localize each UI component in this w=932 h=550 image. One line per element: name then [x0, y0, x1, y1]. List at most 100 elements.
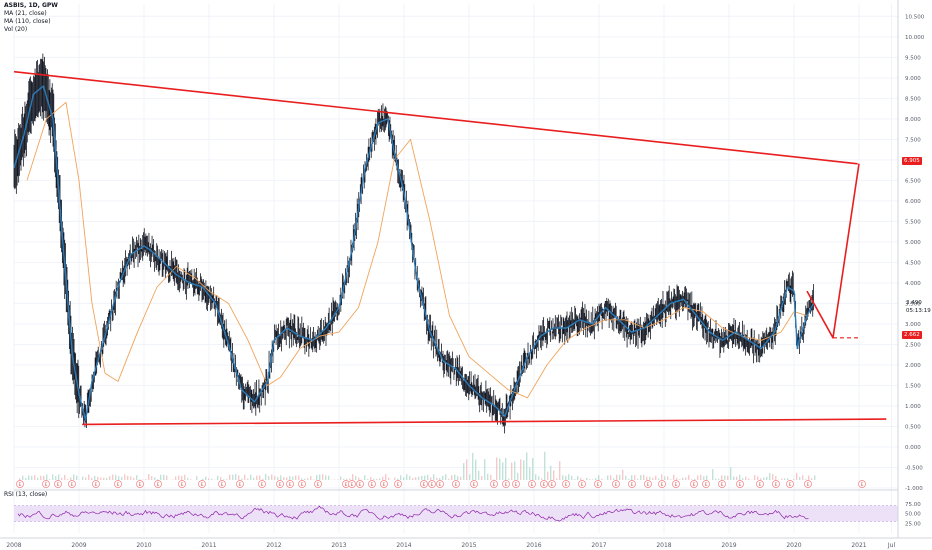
volume-bar: [40, 475, 42, 480]
earnings-icon-label: E: [371, 482, 374, 488]
earnings-icon-label: E: [473, 482, 476, 488]
volume-bar: [481, 476, 483, 480]
volume-bar: [601, 478, 603, 480]
rsi-tick-label: 75.00: [905, 502, 921, 508]
earnings-icon-label: E: [359, 482, 362, 488]
x-tick-label: 2008: [6, 542, 21, 549]
volume-bar: [529, 467, 531, 480]
volume-bar: [232, 474, 234, 480]
volume-bar: [217, 475, 219, 480]
volume-bar: [511, 462, 513, 480]
earnings-icon-label: E: [759, 482, 762, 488]
earnings-icon: [772, 480, 780, 488]
x-tick-label: 2021: [851, 542, 866, 549]
volume-bar: [244, 474, 246, 480]
volume-bar: [58, 474, 60, 480]
volume-bar: [73, 474, 75, 480]
volume-bar: [187, 477, 189, 480]
volume-bar: [487, 473, 489, 480]
volume-bar: [322, 474, 324, 480]
volume-bar: [31, 475, 33, 480]
y-tick-label: 2.000: [905, 363, 921, 369]
earnings-icon: [528, 480, 536, 488]
volume-bar: [298, 475, 300, 480]
volume-bar: [478, 470, 480, 480]
y-tick-label: 4.500: [905, 260, 921, 266]
volume-bar: [259, 475, 261, 480]
earnings-icon-label: E: [739, 482, 742, 488]
volume-bar: [181, 475, 183, 480]
volume-bar: [694, 478, 696, 480]
earnings-icon: [178, 480, 186, 488]
volume-bar: [397, 478, 399, 480]
volume-bar: [664, 476, 666, 480]
volume-bar: [598, 475, 600, 480]
earnings-icon: [436, 480, 444, 488]
volume-bar: [802, 475, 804, 480]
volume-bar: [418, 476, 420, 480]
volume-bar: [421, 476, 423, 480]
volume-bar: [427, 474, 429, 480]
volume-bar: [766, 476, 768, 480]
volume-bar: [115, 474, 117, 480]
earnings-icon-label: E: [351, 482, 354, 488]
volume-bar: [385, 474, 387, 480]
earnings-icon-label: E: [45, 482, 48, 488]
last-price-tag: 3.490: [906, 300, 922, 306]
volume-bar: [124, 474, 126, 480]
volume-bar: [616, 474, 618, 480]
volume-bar: [175, 476, 177, 480]
earnings-icon: [348, 480, 356, 488]
earnings-icon-label: E: [505, 482, 508, 488]
volume-bar: [382, 476, 384, 480]
y-tick-label: 8.000: [905, 117, 921, 123]
volume-bar: [439, 477, 441, 480]
volume-bar: [34, 475, 36, 480]
volume-bar: [121, 476, 123, 480]
volume-bar: [619, 474, 621, 480]
volume-bars: [16, 451, 816, 480]
volume-bar: [166, 475, 168, 480]
volume-bar: [379, 478, 381, 480]
earnings-icon: [502, 480, 510, 488]
volume-bar: [787, 478, 789, 480]
volume-bar: [655, 475, 657, 480]
volume-bar: [97, 476, 99, 480]
volume-bar: [676, 477, 678, 480]
y-tick-label: 9.500: [905, 55, 921, 61]
volume-bar: [754, 474, 756, 480]
bar-countdown: 05:13:19: [906, 308, 931, 314]
volume-bar: [454, 474, 456, 480]
volume-bar: [64, 474, 66, 480]
earnings-icon: [702, 480, 710, 488]
volume-bar: [196, 476, 198, 480]
rsi-pane: [14, 505, 898, 522]
volume-bar: [49, 479, 51, 480]
volume-bar: [643, 474, 645, 480]
earnings-icon: [594, 480, 602, 488]
rsi-line: [17, 505, 809, 522]
volume-bar: [229, 474, 231, 480]
volume-bar: [622, 469, 624, 480]
volume-bar: [289, 476, 291, 480]
y-tick-label: 0.000: [905, 445, 921, 451]
projection-line: [806, 163, 860, 339]
volume-bar: [706, 475, 708, 480]
volume-bar: [91, 477, 93, 480]
earnings-icon: [490, 480, 498, 488]
earnings-icon: [718, 480, 726, 488]
x-tick-label: 2020: [786, 542, 801, 549]
y-tick-label: 2.500: [905, 342, 921, 348]
volume-bar: [253, 477, 255, 480]
volume-bar: [349, 478, 351, 480]
volume-bar: [535, 474, 537, 480]
volume-bar: [436, 477, 438, 480]
volume-bar: [37, 477, 39, 480]
earnings-icon: [114, 480, 122, 488]
volume-bar: [70, 477, 72, 480]
y-tick-label: 10.500: [905, 14, 925, 20]
earnings-icon-label: E: [775, 482, 778, 488]
volume-bar: [661, 474, 663, 480]
volume-bar: [580, 477, 582, 480]
